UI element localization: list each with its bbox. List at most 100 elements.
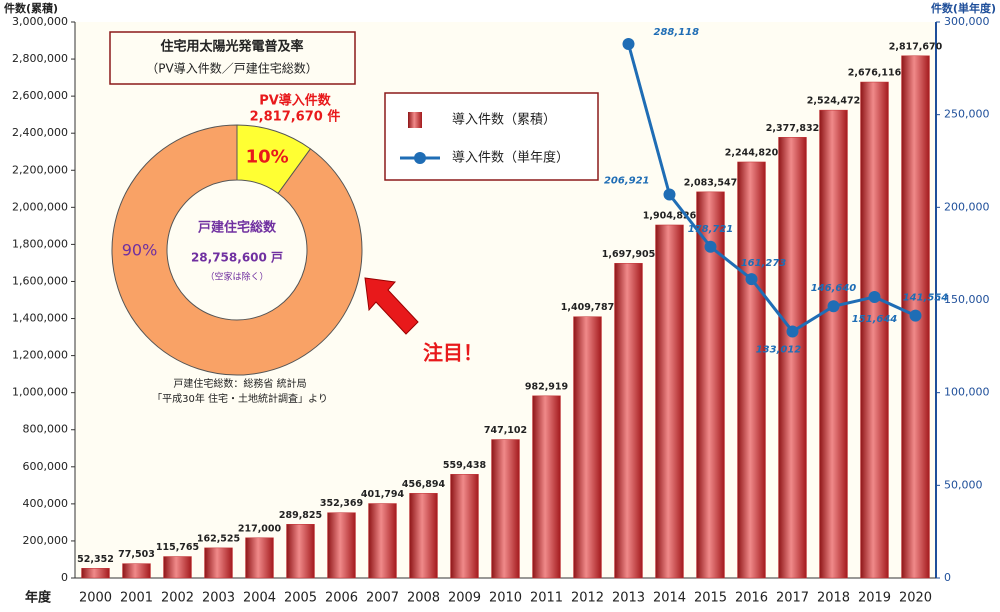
bar-value-label: 1,409,787	[561, 302, 615, 313]
x-tick-label: 2003	[202, 591, 235, 606]
bar-value-label: 1,697,905	[602, 249, 656, 260]
y-tick-label: 600,000	[23, 460, 69, 473]
x-tick-label: 2007	[366, 591, 399, 606]
bar-value-label: 2,817,670	[889, 41, 943, 52]
x-tick-label: 2018	[817, 591, 850, 606]
y-tick-label: 1,800,000	[12, 237, 68, 250]
y-tick-label: 800,000	[23, 423, 69, 436]
x-tick-label: 2013	[612, 591, 645, 606]
bar-value-label: 559,438	[443, 460, 487, 471]
x-tick-label: 2000	[79, 591, 112, 606]
legend-label: 導入件数（累積）	[452, 113, 556, 128]
source: 戸建住宅総数：総務省 統計局	[173, 377, 306, 390]
y-tick-label: 3,000,000	[12, 15, 68, 28]
y-tick-label: 2,400,000	[12, 126, 68, 139]
x-tick-label: 2008	[407, 591, 440, 606]
x-tick-label: 2004	[243, 591, 276, 606]
y2-tick-label: 50,000	[944, 478, 983, 491]
bar	[163, 556, 192, 579]
line-value-label: 161,273	[741, 258, 787, 269]
x-tick-label: 2006	[325, 591, 358, 606]
x-tick-label: 2019	[858, 591, 891, 606]
bar	[81, 568, 110, 579]
line-value-label: 206,921	[604, 176, 650, 187]
bar-value-label: 52,352	[77, 554, 114, 565]
x-tick-label: 2009	[448, 591, 481, 606]
arrow	[364, 277, 419, 335]
y-tick-label: 2,800,000	[12, 52, 68, 65]
line-point	[745, 273, 758, 286]
y-tick-label: 2,000,000	[12, 200, 68, 213]
line-point	[827, 300, 840, 313]
x-tick-label: 2012	[571, 591, 604, 606]
bar-value-label: 982,919	[525, 381, 568, 392]
line-value-label: 151,644	[852, 314, 898, 325]
line-point	[622, 38, 635, 51]
y-tick-label: 1,600,000	[12, 274, 68, 287]
bar-value-label: 352,369	[320, 498, 363, 509]
bar	[286, 524, 315, 579]
x-tick-label: 2002	[161, 591, 194, 606]
inset-title-box	[109, 31, 356, 85]
y2-tick-label: 200,000	[944, 200, 990, 213]
bar-value-label: 1,904,826	[643, 210, 697, 221]
legend	[384, 92, 599, 181]
y2-axis-label: 件数(単年度)	[931, 1, 996, 15]
bar-value-label: 2,244,820	[725, 147, 779, 158]
x-axis-label: 年度	[25, 590, 52, 606]
bar	[122, 563, 151, 579]
line-point	[704, 240, 717, 253]
bar	[778, 137, 807, 579]
pie-category: PV導入件数	[259, 93, 332, 109]
annotation: 注目！	[423, 341, 483, 365]
y2-tick-label: 150,000	[944, 293, 990, 306]
legend-label: 導入件数（単年度）	[452, 150, 569, 166]
bar	[532, 395, 561, 579]
line-value-label: 288,118	[654, 27, 700, 38]
bar-value-label: 747,102	[484, 425, 527, 436]
bar-value-label: 2,676,116	[848, 68, 902, 79]
line-point	[663, 188, 676, 201]
x-tick-label: 2016	[735, 591, 768, 606]
line-point	[868, 290, 881, 303]
bar	[204, 547, 233, 579]
x-tick-label: 2020	[899, 591, 932, 606]
y-axis-label: 件数(累積)	[4, 1, 58, 15]
y-tick-label: 400,000	[23, 497, 69, 510]
pie-label: 10%	[246, 146, 289, 167]
y-tick-label: 2,200,000	[12, 163, 68, 176]
bar	[450, 474, 479, 579]
legend-swatch	[408, 112, 422, 128]
pie-label: 90%	[122, 241, 158, 260]
line	[627, 43, 917, 334]
bar	[819, 109, 848, 579]
y-tick-label: 0	[61, 571, 68, 584]
pv-count: 2,817,670 件	[250, 109, 341, 125]
bar	[409, 493, 438, 579]
pie-title: 住宅用太陽光発電普及率	[160, 39, 303, 55]
y-tick-label: 2,600,000	[12, 89, 68, 102]
bar-value-label: 2,083,547	[684, 177, 738, 188]
pie-subtitle: （PV導入件数／戸建住宅総数）	[146, 61, 317, 76]
bar	[696, 191, 725, 579]
line-point	[909, 309, 922, 322]
line-value-label: 141,554	[903, 293, 949, 304]
x-tick-label: 2017	[776, 591, 809, 606]
x-tick-label: 2014	[653, 591, 686, 606]
bar-value-label: 289,825	[279, 510, 322, 521]
y2-tick-label: 250,000	[944, 108, 990, 121]
bar-value-label: 217,000	[238, 523, 282, 534]
bar	[245, 537, 274, 579]
x-tick-label: 2011	[530, 591, 563, 606]
x-tick-label: 2001	[120, 591, 153, 606]
bar	[368, 503, 397, 579]
x-tick-label: 2010	[489, 591, 522, 606]
line-value-label: 133,012	[756, 344, 802, 355]
pie-slice	[111, 124, 363, 376]
pie-category: 戸建住宅総数	[198, 220, 277, 236]
y-tick-label: 200,000	[23, 534, 69, 547]
bar-value-label: 456,894	[402, 479, 446, 490]
line-value-label: 146,640	[811, 283, 857, 294]
y2-tick-label: 300,000	[944, 15, 990, 28]
bar	[491, 439, 520, 579]
